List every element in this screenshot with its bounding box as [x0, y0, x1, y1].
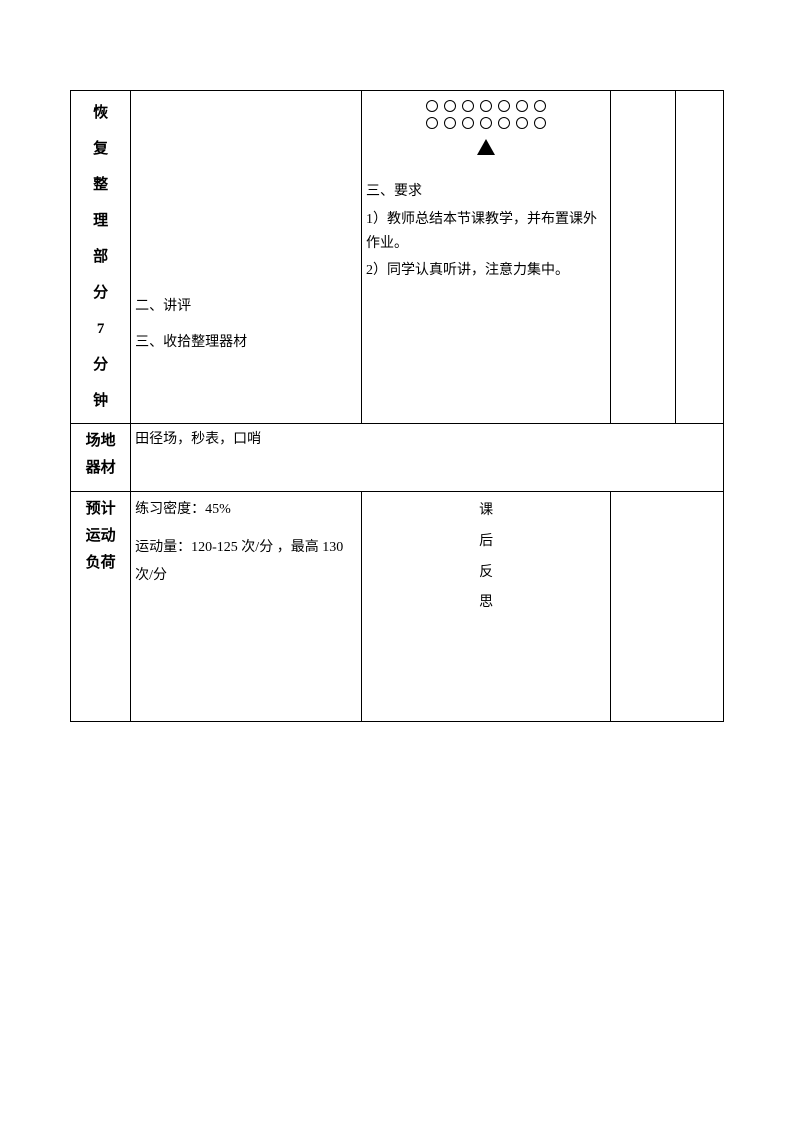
circle-icon [462, 117, 474, 129]
requirements-heading: 三、要求 [366, 180, 606, 204]
teacher-position [366, 139, 606, 160]
circle-icon [426, 100, 438, 112]
circle-icon [480, 117, 492, 129]
empty-cell [675, 91, 723, 424]
formation-row-1 [366, 100, 606, 112]
char: 恢 [93, 98, 108, 128]
circle-icon [498, 117, 510, 129]
venue-equipment-content: 田径场，秒表，口哨 [131, 424, 724, 492]
exercise-load-row: 预计 运动 负荷 练习密度：45% 运动量：120-125 次/分 ，最高 13… [71, 492, 724, 722]
requirement-item: 2）同学认真听讲，注意力集中。 [366, 259, 606, 283]
char: 7 [97, 314, 105, 344]
char: 钟 [93, 386, 108, 416]
activity-item: 三、收拾整理器材 [135, 331, 357, 351]
header-line: 预计 [75, 496, 126, 523]
char: 反 [366, 558, 606, 589]
reflection-header: 课 后 反 思 [362, 492, 611, 722]
circle-icon [516, 117, 528, 129]
circle-icon [480, 100, 492, 112]
circle-icon [462, 100, 474, 112]
char: 复 [93, 134, 108, 164]
lesson-plan-table: 恢 复 整 理 部 分 7 分 钟 二、讲评 三、收拾整理器材 [70, 90, 724, 722]
char: 后 [366, 527, 606, 558]
char: 理 [93, 206, 108, 236]
header-line: 场地 [75, 428, 126, 455]
header-line: 器材 [75, 455, 126, 482]
spacer [135, 524, 357, 534]
venue-equipment-header: 场地 器材 [71, 424, 131, 492]
circle-icon [426, 117, 438, 129]
exercise-load-header: 预计 运动 负荷 [71, 492, 131, 722]
char: 分 [93, 350, 108, 380]
exercise-load-content: 练习密度：45% 运动量：120-125 次/分 ，最高 130 次/分 [131, 492, 362, 722]
circle-icon [534, 100, 546, 112]
recovery-activities-cell: 二、讲评 三、收拾整理器材 [131, 91, 362, 424]
header-line: 运动 [75, 523, 126, 550]
requirement-item: 1）教师总结本节课教学，并布置课外作业。 [366, 208, 606, 256]
char: 分 [93, 278, 108, 308]
venue-equipment-row: 场地 器材 田径场，秒表，口哨 [71, 424, 724, 492]
activities-content: 二、讲评 三、收拾整理器材 [135, 95, 357, 419]
reflection-content [611, 492, 724, 722]
activity-item: 二、讲评 [135, 295, 357, 315]
circle-icon [516, 100, 528, 112]
circle-icon [444, 100, 456, 112]
recovery-section-header: 恢 复 整 理 部 分 7 分 钟 [71, 91, 131, 424]
circle-icon [444, 117, 456, 129]
amount-text: 运动量：120-125 次/分 ，最高 130 次/分 [135, 534, 357, 590]
formation-row-2 [366, 117, 606, 129]
recovery-header-text: 恢 复 整 理 部 分 7 分 钟 [75, 95, 126, 419]
char: 整 [93, 170, 108, 200]
header-line: 负荷 [75, 550, 126, 577]
triangle-icon [477, 139, 495, 155]
density-text: 练习密度：45% [135, 496, 357, 524]
recovery-section-row: 恢 复 整 理 部 分 7 分 钟 二、讲评 三、收拾整理器材 [71, 91, 724, 424]
char: 部 [93, 242, 108, 272]
circle-icon [534, 117, 546, 129]
circle-icon [498, 100, 510, 112]
char: 思 [366, 588, 606, 619]
empty-cell [611, 91, 675, 424]
equipment-text: 田径场，秒表，口哨 [135, 432, 261, 447]
formation-requirements-cell: 三、要求 1）教师总结本节课教学，并布置课外作业。 2）同学认真听讲，注意力集中… [362, 91, 611, 424]
char: 课 [366, 496, 606, 527]
